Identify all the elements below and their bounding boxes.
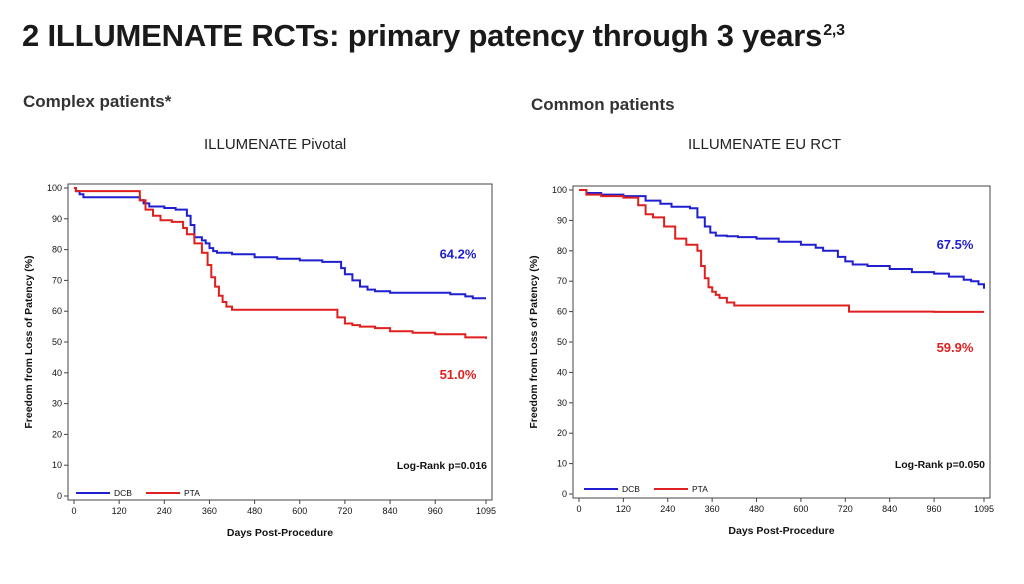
left-y-tick-label: 70	[52, 275, 62, 285]
left-y-tick-label: 90	[52, 214, 62, 224]
right-y-tick-label: 0	[562, 489, 567, 499]
left-series-dcb-line	[74, 187, 486, 300]
left-legend-pta-label: PTA	[184, 488, 200, 498]
left-logrank-annotation: Log-Rank p=0.016	[397, 460, 487, 472]
right-x-tick-label: 0	[576, 504, 581, 514]
right-x-tick-label: 120	[616, 504, 631, 514]
right-x-tick-label: 960	[927, 504, 942, 514]
left-x-tick-label: 960	[428, 506, 443, 516]
left-y-tick-label: 60	[52, 306, 62, 316]
left-x-tick-label: 720	[337, 506, 352, 516]
left-y-axis-label: Freedom from Loss of Patency (%)	[23, 255, 35, 428]
left-x-tick-label: 600	[292, 506, 307, 516]
right-x-tick-label: 600	[793, 504, 808, 514]
page-title: 2 ILLUMENATE RCTs: primary patency throu…	[22, 18, 845, 54]
right-x-tick-label: 840	[882, 504, 897, 514]
left-y-tick-label: 30	[52, 399, 62, 409]
right-logrank-annotation: Log-Rank p=0.050	[895, 459, 985, 471]
right-y-tick-label: 90	[557, 215, 567, 225]
right-series-pta-line	[579, 189, 984, 313]
left-x-tick-label: 1095	[476, 506, 496, 516]
right-x-tick-label: 720	[838, 504, 853, 514]
left-y-tick-label: 100	[47, 183, 62, 193]
right-section-label: Common patients	[531, 95, 675, 114]
left-y-tick-label: 20	[52, 429, 62, 439]
left-annotation-pta: 51.0%	[440, 367, 477, 382]
left-series-pta-line	[74, 187, 487, 339]
right-plot-frame	[572, 185, 991, 499]
left-x-tick-label: 360	[202, 506, 217, 516]
right-y-axis-label: Freedom from Loss of Patency (%)	[528, 255, 540, 428]
right-legend-pta-label: PTA	[692, 484, 708, 494]
left-x-tick-label: 0	[71, 506, 76, 516]
right-annotation-dcb: 67.5%	[937, 237, 974, 252]
left-legend-dcb-label: DCB	[114, 488, 132, 498]
right-x-tick-label: 480	[749, 504, 764, 514]
right-y-tick-label: 60	[557, 307, 567, 317]
left-x-tick-label: 840	[383, 506, 398, 516]
right-y-tick-label: 100	[552, 185, 567, 195]
right-y-tick-label: 30	[557, 398, 567, 408]
right-annotation-pta: 59.9%	[937, 340, 974, 355]
left-section-label: Complex patients*	[23, 92, 172, 111]
right-legend-dcb-label: DCB	[622, 484, 640, 494]
right-x-axis-label: Days Post-Procedure	[728, 525, 834, 537]
left-y-tick-label: 40	[52, 368, 62, 378]
left-x-tick-label: 240	[157, 506, 172, 516]
right-x-tick-label: 360	[705, 504, 720, 514]
right-y-tick-label: 50	[557, 337, 567, 347]
right-x-tick-label: 240	[660, 504, 675, 514]
page-title-text: 2 ILLUMENATE RCTs: primary patency throu…	[22, 18, 823, 53]
left-annotation-dcb: 64.2%	[440, 246, 477, 261]
right-series-dcb-line	[579, 189, 985, 289]
left-x-axis-label: Days Post-Procedure	[227, 527, 333, 539]
left-y-tick-label: 10	[52, 460, 62, 470]
right-y-tick-label: 80	[557, 246, 567, 256]
right-y-tick-label: 10	[557, 459, 567, 469]
left-y-tick-label: 50	[52, 337, 62, 347]
left-y-tick-label: 0	[57, 491, 62, 501]
right-y-tick-label: 20	[557, 428, 567, 438]
left-chart-subtitle: ILLUMENATE Pivotal	[204, 136, 347, 153]
left-x-tick-label: 120	[112, 506, 127, 516]
right-chart-subtitle: ILLUMENATE EU RCT	[688, 136, 842, 153]
right-x-tick-label: 1095	[974, 504, 994, 514]
right-y-tick-label: 40	[557, 367, 567, 377]
page-title-superscript: 2,3	[823, 22, 845, 39]
right-y-tick-label: 70	[557, 276, 567, 286]
left-y-tick-label: 80	[52, 245, 62, 255]
left-x-tick-label: 480	[247, 506, 262, 516]
